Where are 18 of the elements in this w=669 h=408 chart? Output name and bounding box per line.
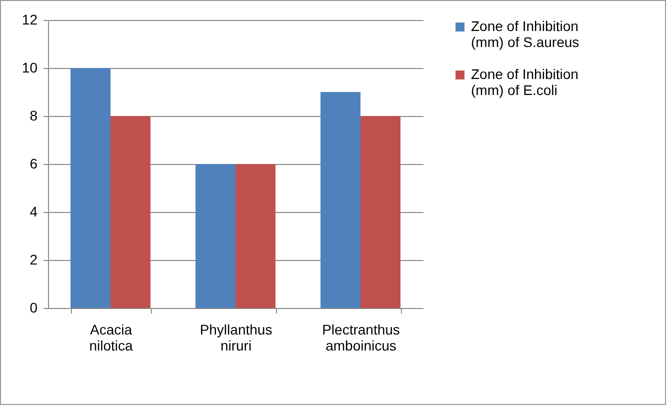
legend-label: Zone of Inhibition (mm) of E.coli [471,66,578,98]
y-tick-label: 6 [30,156,38,172]
y-tick-label: 2 [30,252,38,268]
bar [196,164,236,308]
x-tick-label: Plectranthus amboinicus [322,322,400,354]
x-tick-label: Phyllanthus niruri [200,322,272,354]
x-tick-label: Acacia nilotica [89,322,133,354]
y-tick-label: 8 [30,108,38,124]
y-tick-label: 12 [22,12,38,28]
bar [320,92,360,308]
bar [360,116,400,308]
y-tick-label: 0 [30,300,38,316]
bar [70,68,110,308]
legend-label: Zone of Inhibition (mm) of S.aureus [471,18,580,50]
y-tick-label: 10 [22,60,38,76]
bar [236,164,276,308]
y-tick-label: 4 [30,204,38,220]
bar [110,116,150,308]
